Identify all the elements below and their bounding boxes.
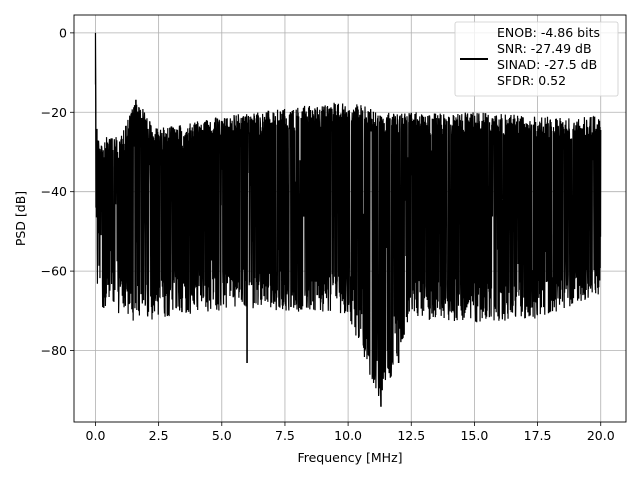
x-tick-label: 15.0 <box>460 428 488 443</box>
axes-frame <box>73 14 627 423</box>
y-tick-label: 0 <box>59 25 67 40</box>
x-axis-ticks: 0.0 2.5 5.0 7.5 10.0 12.5 15.0 17.5 20.0 <box>86 422 615 443</box>
legend: ENOB: -4.86 bits SNR: -27.49 dB SINAD: -… <box>454 21 619 97</box>
y-tick-label: −20 <box>41 105 67 120</box>
y-axis-label: PSD [dB] <box>13 191 28 246</box>
y-tick-label: −40 <box>41 184 67 199</box>
y-tick-label: −60 <box>41 264 67 279</box>
x-tick-label: 12.5 <box>397 428 425 443</box>
x-tick-label: 5.0 <box>212 428 232 443</box>
x-tick-label: 2.5 <box>149 428 169 443</box>
legend-snr: SNR: -27.49 dB <box>497 41 592 56</box>
x-tick-label: 0.0 <box>86 428 106 443</box>
legend-sfdr: SFDR: 0.52 <box>497 73 566 88</box>
psd-series-line <box>94 32 602 407</box>
y-tick-label: −80 <box>41 343 67 358</box>
x-axis-label: Frequency [MHz] <box>297 450 402 465</box>
x-tick-label: 10.0 <box>334 428 362 443</box>
plot-area <box>94 32 602 407</box>
legend-sinad: SINAD: -27.5 dB <box>497 57 597 72</box>
legend-box <box>454 21 619 97</box>
legend-enob: ENOB: -4.86 bits <box>497 25 600 40</box>
x-tick-label: 17.5 <box>524 428 552 443</box>
y-axis-ticks: 0 −20 −40 −60 −80 <box>41 25 74 358</box>
x-tick-label: 20.0 <box>587 428 615 443</box>
x-tick-label: 7.5 <box>275 428 295 443</box>
